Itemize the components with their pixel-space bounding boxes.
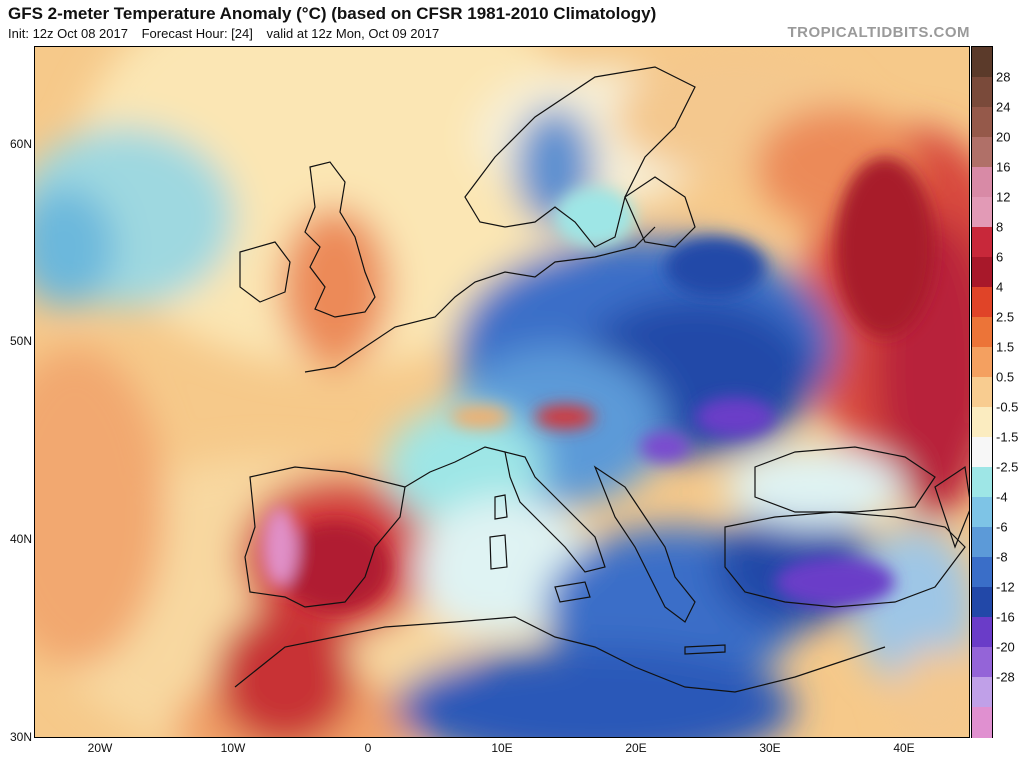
colorbar-label: 1.5 (996, 339, 1015, 355)
colorbar-label: -6 (996, 519, 1008, 535)
colorbar-cell (972, 407, 992, 438)
colorbar-cell (972, 467, 992, 498)
lon-label-30e: 30E (759, 741, 781, 755)
colorbar-label: 4 (996, 279, 1004, 295)
colorbar-cell (972, 557, 992, 588)
colorbar-label: 0.5 (996, 369, 1015, 385)
forecast-hour: Forecast Hour: [24] (141, 26, 253, 41)
colorbar-label: 20 (996, 129, 1011, 145)
colorbar-label: 8 (996, 219, 1004, 235)
colorbar-label: -12 (996, 579, 1015, 595)
map-title: GFS 2-meter Temperature Anomaly (°C) (ba… (8, 4, 657, 23)
map-svg (35, 47, 969, 737)
colorbar-label: 24 (996, 99, 1011, 115)
colorbar-cell (972, 707, 992, 738)
brand-logo-text: TROPICALTIDBITS.COM (787, 24, 970, 41)
colorbar-cell (972, 137, 992, 168)
anomaly-detail (262, 157, 935, 612)
colorbar-label: -1.5 (996, 429, 1019, 445)
colorbar-cell (972, 77, 992, 108)
colorbar-cell (972, 317, 992, 348)
init-time: Init: 12z Oct 08 2017 (8, 26, 128, 41)
lat-label-60n: 60N (9, 137, 32, 151)
colorbar-label: 28 (996, 69, 1011, 85)
colorbar-label: 12 (996, 189, 1011, 205)
lat-label-50n: 50N (9, 334, 32, 348)
colorbar-cell (972, 227, 992, 258)
map-subtitle: Init: 12z Oct 08 2017 Forecast Hour: [24… (8, 26, 449, 41)
header: GFS 2-meter Temperature Anomaly (°C) (ba… (0, 0, 1024, 46)
valid-time: valid at 12z Mon, Oct 09 2017 (266, 26, 440, 41)
colorbar-cell (972, 257, 992, 288)
lon-label-10e: 10E (491, 741, 513, 755)
colorbar-label: -4 (996, 489, 1008, 505)
anomaly-map (34, 46, 970, 738)
lat-label-30n: 30N (9, 730, 32, 744)
lon-label-40e: 40E (893, 741, 915, 755)
colorbar-label: -28 (996, 669, 1015, 685)
colorbar-cell (972, 377, 992, 408)
colorbar-label: 16 (996, 159, 1011, 175)
colorbar-cell (972, 497, 992, 528)
colorbar-cell (972, 677, 992, 708)
colorbar-cell (972, 287, 992, 318)
colorbar-label: -0.5 (996, 399, 1019, 415)
colorbar-cell (972, 347, 992, 378)
colorbar-cell (972, 647, 992, 678)
colorbar-label: 2.5 (996, 309, 1015, 325)
colorbar-cell (972, 617, 992, 648)
colorbar-cell (972, 437, 992, 468)
colorbar-cell (972, 167, 992, 198)
coastlines (234, 66, 969, 693)
colorbar-cell (972, 527, 992, 558)
colorbar-label: -16 (996, 609, 1015, 625)
colorbar-cell (972, 197, 992, 228)
lon-label-10w: 10W (220, 741, 246, 755)
lat-label-40n: 40N (9, 532, 32, 546)
colorbar-label: -2.5 (996, 459, 1019, 475)
colorbar-label: -20 (996, 639, 1015, 655)
colorbar-label: -8 (996, 549, 1008, 565)
colorbar (971, 46, 993, 738)
colorbar-cell (972, 47, 992, 78)
lon-label-0: 0 (364, 741, 372, 755)
lon-label-20e: 20E (625, 741, 647, 755)
colorbar-cell (972, 587, 992, 618)
colorbar-cell (972, 107, 992, 138)
lon-label-20w: 20W (87, 741, 113, 755)
colorbar-label: 6 (996, 249, 1004, 265)
